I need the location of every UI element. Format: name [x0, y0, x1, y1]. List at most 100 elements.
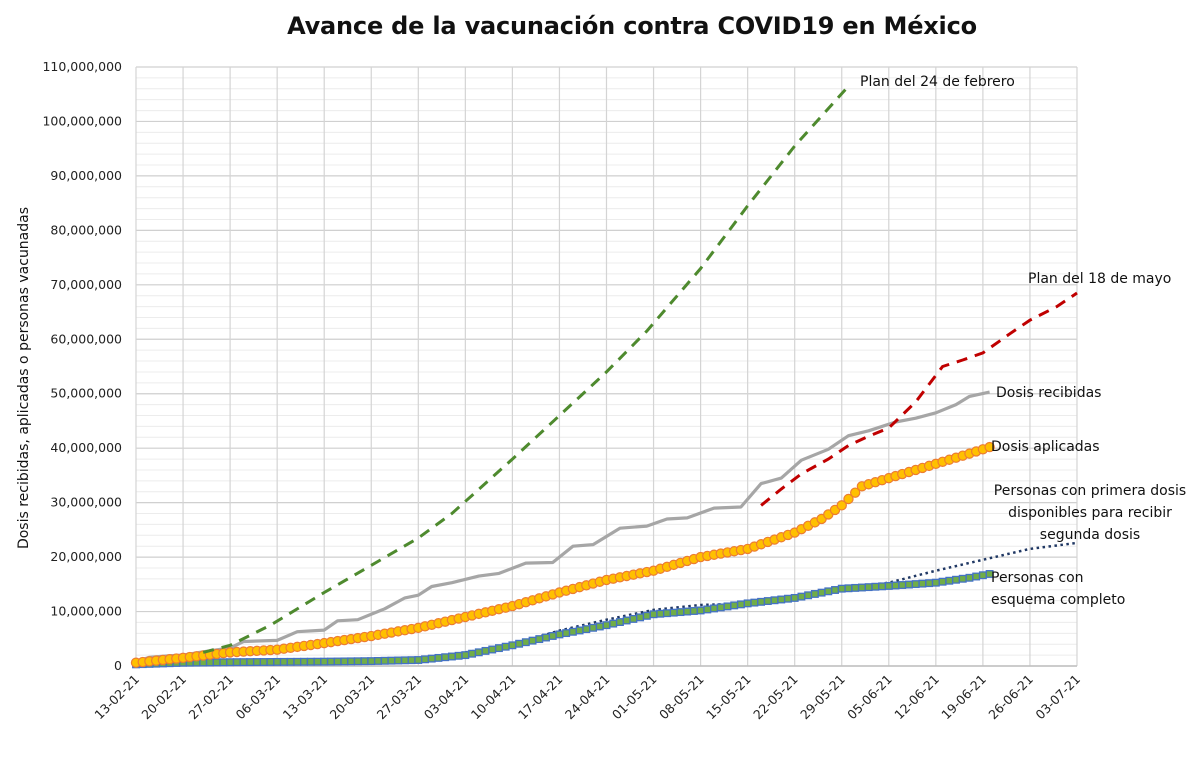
- series-label: Plan del 24 de febrero: [860, 74, 1015, 90]
- data-point: [696, 606, 705, 615]
- data-point: [945, 576, 954, 585]
- data-point: [273, 657, 282, 666]
- data-point: [958, 574, 967, 583]
- series-label: Dosis recibidas: [996, 385, 1101, 401]
- data-point: [461, 651, 470, 660]
- x-tick-label: 15-05-21: [703, 672, 754, 723]
- data-point: [831, 586, 839, 594]
- data-point: [836, 500, 847, 511]
- data-point: [279, 657, 288, 666]
- data-point: [978, 571, 987, 580]
- data-point: [575, 626, 584, 635]
- annotations: Plan del 24 de febrero Plan del 18 de may…: [860, 74, 1186, 608]
- data-point: [394, 656, 403, 665]
- data-point: [286, 657, 295, 666]
- x-tick-label: 20-02-21: [138, 672, 189, 723]
- data-point: [736, 600, 745, 609]
- data-point: [353, 657, 362, 666]
- data-point: [965, 573, 974, 582]
- data-point: [824, 587, 833, 596]
- data-point: [326, 657, 335, 666]
- x-tick-label: 19-06-21: [938, 672, 989, 723]
- data-point: [784, 594, 792, 603]
- data-point: [387, 656, 396, 665]
- data-point: [629, 614, 638, 623]
- data-point: [562, 629, 571, 638]
- data-point: [911, 580, 920, 589]
- data-point: [609, 619, 618, 628]
- data-point: [421, 655, 429, 664]
- y-tick-label: 40,000,000: [50, 440, 122, 455]
- data-point: [239, 658, 248, 667]
- x-tick-label: 22-05-21: [750, 672, 801, 723]
- data-point: [602, 621, 611, 630]
- x-axis-ticks: 13-02-2120-02-2127-02-2106-03-2113-03-21…: [91, 672, 1083, 723]
- y-tick-label: 100,000,000: [42, 113, 122, 128]
- data-point: [468, 649, 477, 658]
- y-tick-label: 110,000,000: [42, 59, 122, 74]
- data-point: [817, 588, 826, 597]
- data-point: [212, 658, 221, 667]
- data-point: [253, 658, 261, 666]
- data-point: [306, 657, 315, 666]
- data-point: [716, 603, 725, 612]
- data-point: [447, 652, 456, 661]
- data-point: [710, 604, 718, 613]
- data-point: [595, 622, 604, 631]
- x-tick-label: 20-03-21: [327, 672, 378, 723]
- data-point: [259, 658, 268, 666]
- data-point: [474, 648, 483, 657]
- data-point: [849, 487, 861, 498]
- data-point: [770, 596, 779, 605]
- series-label: Plan del 18 de mayo: [1028, 271, 1171, 287]
- data-point: [790, 593, 799, 602]
- x-tick-label: 27-02-21: [185, 672, 236, 723]
- data-point: [689, 607, 698, 615]
- data-point: [548, 632, 557, 640]
- data-point: [810, 590, 819, 598]
- data-point: [797, 592, 806, 601]
- data-point: [407, 656, 416, 665]
- data-point: [656, 609, 665, 618]
- data-point: [374, 656, 382, 665]
- y-tick-label: 30,000,000: [50, 495, 122, 510]
- data-point: [649, 610, 658, 619]
- series-dosis-recibidas: [135, 390, 990, 664]
- y-tick-label: 60,000,000: [50, 331, 122, 346]
- data-point: [884, 582, 893, 590]
- data-point: [266, 658, 275, 666]
- x-tick-label: 01-05-21: [609, 672, 660, 723]
- data-point: [360, 657, 369, 666]
- x-tick-label: 29-05-21: [797, 672, 848, 723]
- data-point: [481, 646, 490, 655]
- series-group: [130, 85, 1078, 669]
- series-dosis-aplicadas: [130, 441, 995, 668]
- data-point: [615, 618, 624, 626]
- series-plan-del-24-de-febrero: [202, 85, 850, 654]
- x-tick-label: 06-03-21: [233, 672, 284, 723]
- data-point: [441, 653, 450, 662]
- series-label: disponibles para recibir: [1008, 505, 1172, 521]
- y-tick-label: 70,000,000: [50, 277, 122, 292]
- series-plan-del-18-de-mayo: [760, 291, 1078, 507]
- series-line: [135, 390, 990, 664]
- data-point: [508, 641, 517, 650]
- x-tick-label: 12-06-21: [891, 672, 942, 723]
- data-point: [837, 584, 846, 593]
- data-point: [313, 657, 322, 666]
- data-point: [663, 609, 671, 618]
- series-line: [135, 541, 1078, 666]
- data-point: [676, 608, 685, 617]
- series-label: segunda dosis: [1040, 527, 1140, 543]
- data-point: [898, 581, 907, 589]
- data-point: [703, 605, 712, 614]
- data-point: [528, 636, 537, 645]
- data-point: [232, 658, 241, 667]
- data-point: [642, 611, 651, 620]
- data-point: [205, 658, 214, 667]
- x-tick-label: 08-05-21: [656, 672, 707, 723]
- series-line: [202, 85, 850, 654]
- data-point: [568, 627, 577, 636]
- data-point: [931, 578, 940, 587]
- data-point: [367, 657, 376, 666]
